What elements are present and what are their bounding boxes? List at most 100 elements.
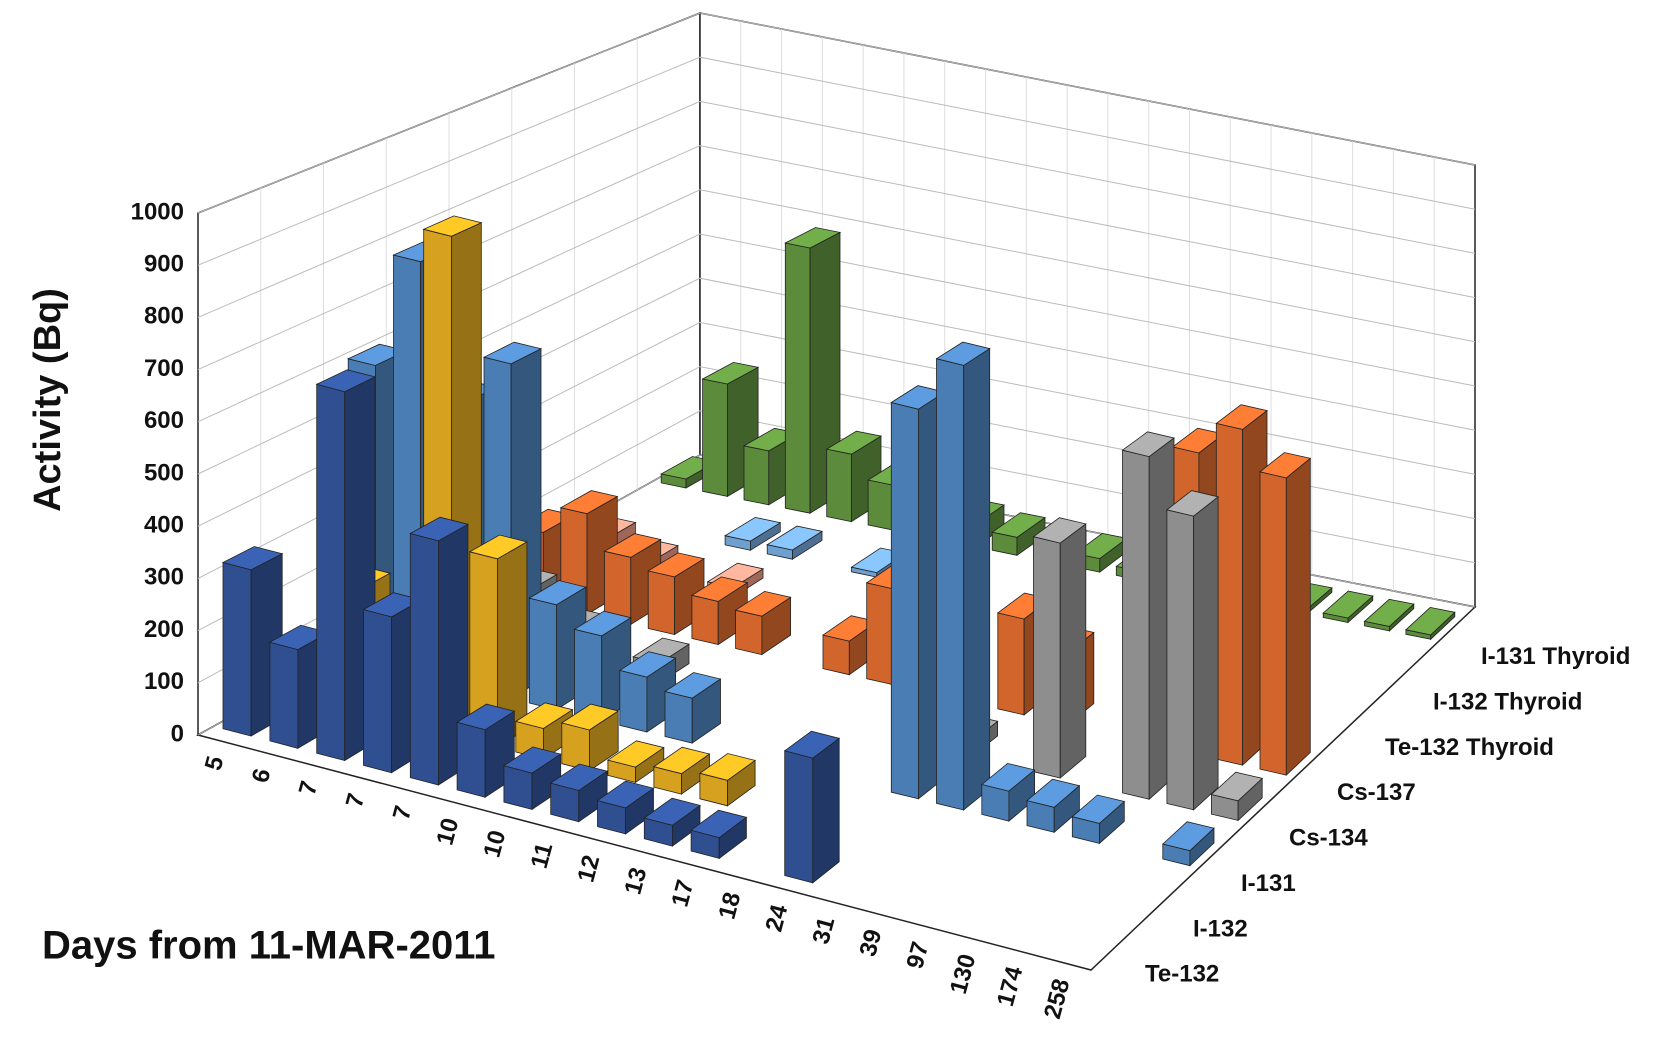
bar-front: [822, 634, 850, 676]
x-axis-title: Days from 11-MAR-2011: [42, 924, 496, 968]
bar: [652, 746, 711, 795]
bar: [549, 763, 609, 823]
y-tick-label: 800: [144, 303, 184, 330]
bar: [1259, 452, 1312, 777]
bar: [1071, 794, 1126, 845]
bar: [606, 740, 665, 784]
bar-front: [691, 594, 719, 646]
y-tick-label: 600: [144, 407, 184, 434]
grid-line: [197, 56, 1476, 266]
bar-top: [980, 762, 1036, 792]
bar-side: [1193, 495, 1219, 811]
bar-top: [698, 753, 757, 781]
bar-top: [315, 369, 377, 393]
bar: [980, 762, 1036, 822]
bar: [1215, 404, 1268, 767]
x-tick-label: 10: [431, 815, 464, 848]
bar-top: [422, 215, 483, 237]
bar-top: [643, 797, 701, 826]
bar-top: [1161, 821, 1215, 852]
bar: [1026, 778, 1081, 834]
bar-side: [1285, 457, 1311, 777]
bar-front: [316, 383, 346, 762]
bar-top: [618, 651, 677, 678]
bar-front: [456, 721, 486, 798]
x-tick-label: 24: [760, 901, 793, 934]
bar-top: [409, 516, 469, 542]
x-tick-label: 10: [478, 828, 511, 861]
bar-top: [482, 341, 543, 365]
bar-top: [766, 525, 824, 551]
bar: [783, 730, 841, 884]
bar-front: [409, 532, 439, 786]
bar-top: [1405, 606, 1456, 636]
bar: [664, 672, 722, 744]
bar-top: [1322, 590, 1374, 619]
bar: [1121, 431, 1175, 801]
bar-front: [1215, 422, 1243, 766]
series-label: I-131 Thyroid: [1481, 643, 1630, 670]
series-label: Cs-134: [1289, 825, 1368, 852]
bar-top: [825, 430, 883, 455]
series-label: Te-132: [1145, 961, 1219, 988]
bar-front: [222, 561, 252, 737]
bar-top: [468, 534, 528, 560]
bar: [1165, 490, 1220, 811]
bar-top: [603, 533, 662, 558]
bar-front: [528, 597, 557, 711]
x-tick-label: 18: [713, 889, 746, 922]
x-tick-label: 258: [1039, 976, 1075, 1022]
bar-top: [734, 590, 792, 617]
bar-top: [528, 580, 587, 606]
bar-top: [690, 576, 749, 602]
x-tick-label: 7: [294, 778, 324, 798]
bar-side: [963, 347, 991, 811]
bar-front: [1122, 449, 1150, 800]
bar-top: [783, 730, 841, 759]
y-tick-label: 200: [144, 616, 184, 643]
bar: [573, 610, 632, 722]
bar: [1322, 590, 1374, 624]
bar-top: [1032, 517, 1087, 544]
bar-top: [690, 809, 748, 839]
bar-top: [1121, 431, 1175, 458]
bar: [1210, 771, 1264, 822]
bar: [724, 516, 782, 552]
bar: [784, 227, 842, 514]
series-label: Te-132 Thyroid: [1385, 734, 1554, 761]
bar-top: [1210, 771, 1264, 802]
grid-line: [197, 189, 1476, 423]
bar-front: [866, 582, 894, 686]
bar-front: [867, 479, 894, 531]
bar-front: [735, 609, 763, 656]
x-tick-label: 130: [945, 951, 981, 997]
bar-front: [743, 445, 770, 506]
bar: [1161, 821, 1215, 867]
bar-top: [573, 610, 632, 637]
bar-front: [1033, 536, 1061, 779]
x-tick-label: 13: [619, 865, 652, 898]
x-tick-label: 17: [666, 877, 699, 910]
bar-top: [456, 703, 516, 731]
bar-top: [991, 512, 1046, 538]
y-tick-label: 500: [144, 459, 184, 486]
series-label: Cs-137: [1337, 779, 1416, 806]
bar-top: [1165, 490, 1220, 517]
bar: [643, 797, 701, 847]
bar: [468, 534, 528, 749]
bar-front: [936, 358, 965, 811]
x-tick-label: 7: [388, 803, 418, 823]
bar: [560, 703, 620, 772]
bar: [825, 430, 883, 523]
series-label: I-132 Thyroid: [1433, 688, 1582, 715]
bar-top: [701, 361, 760, 385]
bar-front: [647, 570, 675, 636]
bar-front: [826, 448, 852, 523]
bar-front: [702, 378, 728, 497]
bar-front: [997, 612, 1025, 716]
bar-side: [1059, 523, 1087, 779]
bar: [690, 809, 748, 860]
x-tick-label: 11: [526, 840, 559, 871]
x-tick-label: 174: [992, 963, 1029, 1009]
